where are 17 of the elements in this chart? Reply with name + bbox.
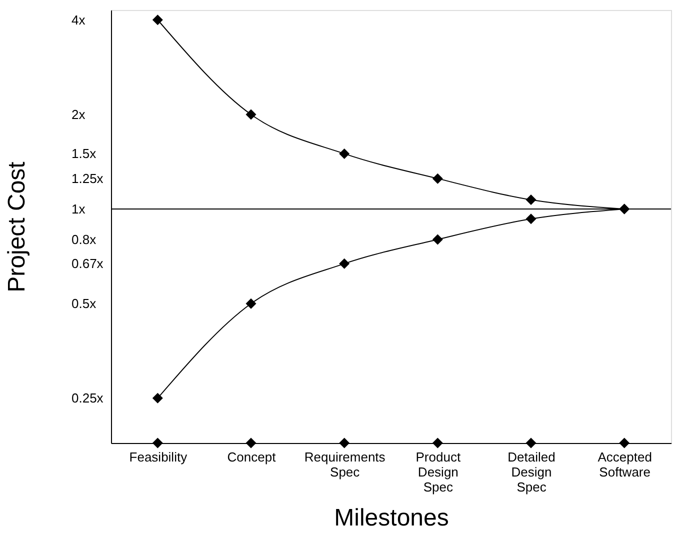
x-tick-label: Feasibility [129,450,188,464]
x-tick-label: Accepted Software [598,450,652,480]
y-tick-label: 0.67x [72,256,104,272]
x-tick-label: Requirements Spec [304,450,386,480]
x-tick-label: Detailed Design Spec [508,450,556,494]
y-tick-label: 2x [72,106,86,122]
x-axis-title: Milestones [334,504,449,532]
y-tick-label: 1x [72,202,86,217]
y-tick-label: 4x [72,12,86,28]
y-tick-label: 0.25x [72,390,104,406]
y-tick-label: 0.5x [72,296,97,312]
y-axis-title: Project Cost [4,161,30,292]
x-tick-label: Product Design Spec [416,450,461,494]
y-tick-label: 0.8x [72,232,97,247]
y-tick-label: 1.5x [72,146,97,162]
y-tick-label: 1.25x [72,171,104,186]
x-tick-label: Concept [227,450,276,464]
